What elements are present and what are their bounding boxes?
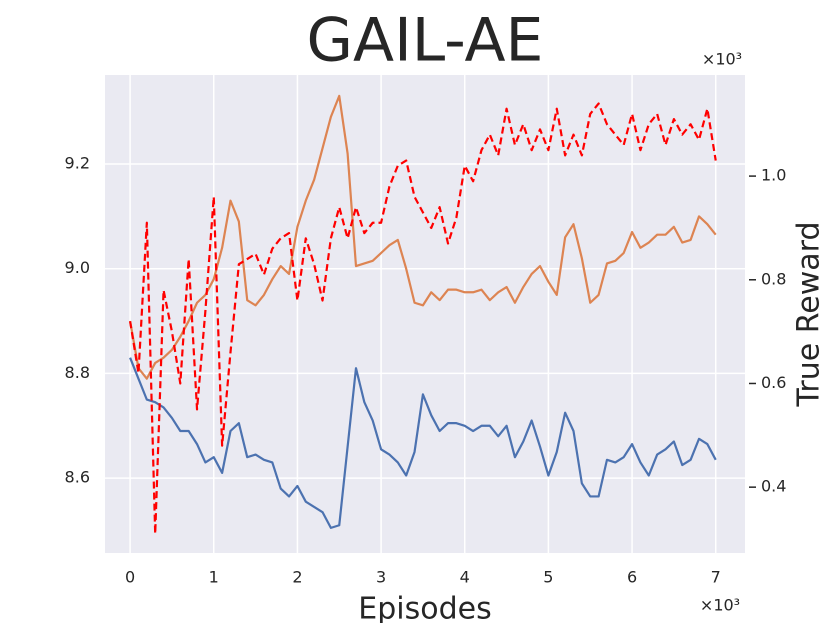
series-line xyxy=(129,357,717,529)
plot-background xyxy=(105,75,745,553)
x-tick-label: 7 xyxy=(711,568,721,587)
x-tick-label: 5 xyxy=(543,568,553,587)
x-axis-label: Episodes xyxy=(358,592,491,623)
y2-offset: ×10³ xyxy=(702,50,742,69)
x-tick-label: 6 xyxy=(627,568,637,587)
series-line xyxy=(129,94,717,380)
y2-tick-label: 0.6 xyxy=(761,373,786,392)
y-tick-label: 8.6 xyxy=(65,468,90,487)
x-offset: ×10³ xyxy=(700,596,740,615)
y-tick-label: 9.0 xyxy=(65,258,90,277)
y2-axis-label: True Reward xyxy=(792,222,827,408)
x-tick-label: 0 xyxy=(125,568,135,587)
x-tick-label: 2 xyxy=(292,568,302,587)
x-tick-label: 4 xyxy=(460,568,470,587)
x-tick-label: 1 xyxy=(209,568,219,587)
y2-tick-label: 1.0 xyxy=(761,166,786,185)
series-line xyxy=(129,102,717,535)
y2-tick-label: 0.8 xyxy=(761,269,786,288)
y2-tick-label: 0.4 xyxy=(761,477,786,496)
x-tick-label: 3 xyxy=(376,568,386,587)
chart-title: GAIL-AE xyxy=(307,6,544,76)
y-tick-label: 8.8 xyxy=(65,363,90,382)
y-tick-label: 9.2 xyxy=(65,154,90,173)
